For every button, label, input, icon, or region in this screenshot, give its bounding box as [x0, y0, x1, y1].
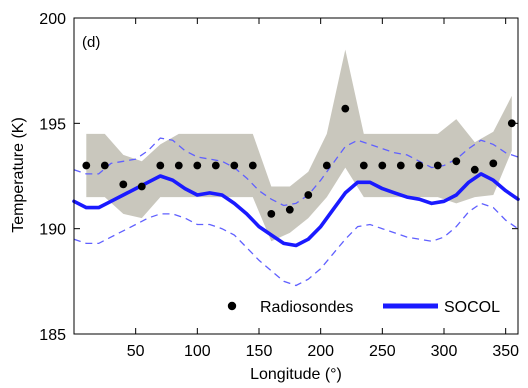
x-tick-label: 150 [246, 343, 273, 360]
y-tick-label: 195 [39, 116, 66, 133]
radiosonde-point [489, 159, 498, 168]
radiosonde-point [433, 161, 442, 170]
x-tick-label: 100 [184, 343, 211, 360]
radiosonde-point [396, 161, 405, 170]
radiosonde-point [470, 165, 479, 174]
radiosonde-point [452, 157, 461, 166]
radiosonde-point [322, 161, 331, 170]
radiosonde-point [174, 161, 183, 170]
legend: Radiosondes SOCOL [227, 299, 500, 316]
panel-label: (d) [82, 34, 100, 51]
socol-lower-dashed-line [73, 202, 519, 287]
y-tick-label: 185 [39, 327, 66, 344]
axes-layer: 50 100 150 200 250 300 350 185 190 195 200 [39, 11, 519, 360]
model-line-layer [72, 172, 520, 248]
legend-marker-radiosondes [227, 301, 237, 311]
radiosonde-point [137, 182, 146, 191]
radiosonde-point [304, 191, 313, 199]
radiosonde-point [285, 205, 294, 214]
radiosonde-point [211, 161, 220, 170]
x-tick-label: 50 [127, 343, 145, 360]
x-axis-title: Longitude (°) [250, 366, 342, 383]
x-tick-label: 300 [431, 343, 458, 360]
radiosonde-point [341, 104, 350, 113]
radiosonde-point [378, 161, 387, 170]
radiosonde-point [267, 210, 276, 218]
radiosonde-point [507, 119, 516, 128]
y-axis-title: Temperature (K) [10, 117, 27, 233]
y-tick-label: 190 [39, 222, 66, 239]
y-tick-label: 200 [39, 11, 66, 28]
radiosonde-point [193, 161, 202, 170]
socol-mean-line [72, 172, 520, 248]
x-tick-label: 200 [307, 343, 334, 360]
dashed-lines-layer [73, 137, 519, 287]
radiosonde-point [100, 161, 109, 170]
plot-frame [73, 17, 519, 335]
observation-points-layer [82, 104, 516, 218]
radiosonde-point [119, 180, 128, 189]
radiosonde-point [230, 161, 239, 170]
radiosonde-point [359, 161, 368, 170]
radiosonde-point [82, 161, 91, 170]
legend-label-socol: SOCOL [444, 299, 500, 316]
x-tick-label: 350 [492, 343, 519, 360]
radiosonde-point [248, 161, 257, 170]
legend-label-radiosondes: Radiosondes [260, 299, 353, 316]
radiosonde-point [415, 161, 424, 170]
socol-upper-dashed-line [73, 137, 519, 207]
x-tick-label: 250 [369, 343, 396, 360]
radiosonde-point [156, 161, 165, 170]
